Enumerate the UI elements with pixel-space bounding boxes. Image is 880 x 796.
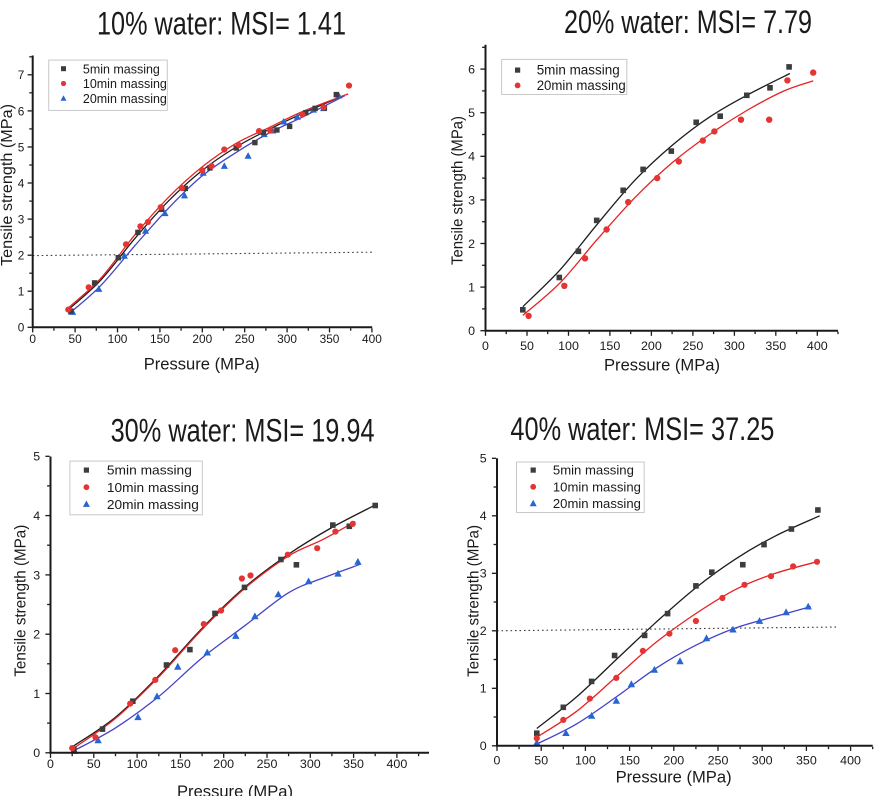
svg-text:7: 7 <box>18 68 25 82</box>
svg-text:20min massing: 20min massing <box>83 92 167 106</box>
svg-text:0: 0 <box>494 754 501 768</box>
svg-text:1: 1 <box>18 285 25 299</box>
svg-text:20% water: MSI= 7.79: 20% water: MSI= 7.79 <box>564 4 812 40</box>
svg-text:1: 1 <box>468 281 475 295</box>
svg-text:0: 0 <box>468 324 475 338</box>
svg-text:100: 100 <box>127 757 148 771</box>
svg-text:200: 200 <box>213 757 234 771</box>
svg-text:400: 400 <box>387 757 408 771</box>
svg-text:3: 3 <box>18 213 25 227</box>
svg-text:Tensile strength (MPa): Tensile strength (MPa) <box>0 104 16 266</box>
svg-text:4: 4 <box>33 509 40 523</box>
svg-text:10min massing: 10min massing <box>553 479 641 494</box>
svg-text:350: 350 <box>343 757 364 771</box>
svg-text:5: 5 <box>33 450 40 464</box>
svg-text:20min massing: 20min massing <box>107 497 199 512</box>
svg-text:250: 250 <box>235 332 255 346</box>
svg-text:3: 3 <box>468 193 475 207</box>
svg-text:300: 300 <box>724 339 745 353</box>
svg-text:400: 400 <box>840 754 861 768</box>
svg-text:200: 200 <box>663 754 684 768</box>
svg-text:300: 300 <box>752 754 773 768</box>
svg-text:2: 2 <box>18 249 25 263</box>
svg-text:350: 350 <box>320 332 340 346</box>
svg-text:350: 350 <box>765 339 786 353</box>
svg-text:300: 300 <box>300 757 321 771</box>
svg-text:5min massing: 5min massing <box>537 63 620 78</box>
svg-text:0: 0 <box>47 757 54 771</box>
svg-text:Pressure (MPa): Pressure (MPa) <box>144 355 260 374</box>
svg-text:0: 0 <box>480 739 487 753</box>
svg-text:2: 2 <box>33 628 40 642</box>
svg-text:150: 150 <box>619 754 640 768</box>
svg-text:30% water: MSI= 19.94: 30% water: MSI= 19.94 <box>111 413 375 449</box>
svg-text:150: 150 <box>170 757 191 771</box>
svg-text:150: 150 <box>150 332 170 346</box>
svg-text:10% water: MSI= 1.41: 10% water: MSI= 1.41 <box>97 6 346 42</box>
svg-text:Tensile strength (MPa): Tensile strength (MPa) <box>450 116 467 265</box>
svg-text:5min massing: 5min massing <box>83 62 160 76</box>
svg-text:300: 300 <box>277 332 297 346</box>
svg-text:0: 0 <box>33 746 40 760</box>
svg-text:400: 400 <box>362 332 382 346</box>
svg-text:5: 5 <box>18 140 25 154</box>
svg-text:50: 50 <box>87 757 101 771</box>
svg-text:250: 250 <box>708 754 729 768</box>
svg-text:1: 1 <box>480 682 487 696</box>
svg-text:Pressure (MPa): Pressure (MPa) <box>616 768 732 787</box>
svg-text:5: 5 <box>468 106 475 120</box>
svg-text:350: 350 <box>796 754 817 768</box>
svg-text:3: 3 <box>33 568 40 582</box>
svg-text:10min massing: 10min massing <box>107 480 199 495</box>
svg-text:400: 400 <box>807 339 828 353</box>
svg-text:Pressure (MPa): Pressure (MPa) <box>604 356 720 375</box>
svg-text:0: 0 <box>482 339 489 353</box>
svg-text:20min massing: 20min massing <box>553 496 641 511</box>
svg-text:100: 100 <box>575 754 596 768</box>
svg-text:4: 4 <box>18 176 25 190</box>
svg-text:200: 200 <box>192 332 212 346</box>
svg-text:100: 100 <box>558 339 579 353</box>
svg-text:50: 50 <box>69 332 83 346</box>
svg-text:150: 150 <box>600 339 621 353</box>
svg-text:Pressure (MPa): Pressure (MPa) <box>177 782 293 796</box>
svg-text:200: 200 <box>641 339 662 353</box>
svg-text:5min massing: 5min massing <box>107 463 192 478</box>
svg-text:5: 5 <box>480 452 487 466</box>
svg-text:1: 1 <box>33 687 40 701</box>
svg-text:0: 0 <box>18 321 25 335</box>
svg-text:2: 2 <box>468 237 475 251</box>
svg-text:20min massing: 20min massing <box>537 78 626 93</box>
svg-text:100: 100 <box>108 332 128 346</box>
svg-text:Tensile strength (MPa): Tensile strength (MPa) <box>466 525 483 677</box>
svg-text:50: 50 <box>534 754 548 768</box>
svg-text:Tensile strength (MPa): Tensile strength (MPa) <box>13 525 30 677</box>
svg-text:3: 3 <box>480 567 487 581</box>
svg-text:5min massing: 5min massing <box>553 463 634 478</box>
svg-text:2: 2 <box>480 624 487 638</box>
svg-text:250: 250 <box>683 339 704 353</box>
svg-text:4: 4 <box>480 509 487 523</box>
svg-text:6: 6 <box>468 63 475 77</box>
svg-text:0: 0 <box>29 332 36 346</box>
svg-text:40% water: MSI= 37.25: 40% water: MSI= 37.25 <box>510 411 774 447</box>
svg-text:250: 250 <box>257 757 278 771</box>
svg-text:4: 4 <box>468 150 475 164</box>
svg-text:50: 50 <box>520 339 534 353</box>
svg-text:6: 6 <box>18 104 25 118</box>
svg-text:10min massing: 10min massing <box>83 77 167 91</box>
